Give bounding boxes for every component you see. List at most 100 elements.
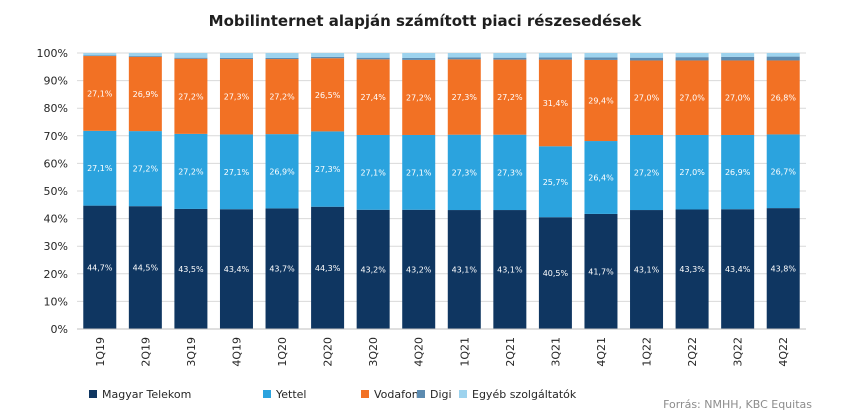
bar-segment (584, 57, 618, 60)
bar-segment (83, 205, 117, 329)
bar-segment (356, 134, 390, 210)
bar-segment (265, 59, 299, 135)
x-tick-label: 1Q19 (94, 337, 107, 367)
x-tick-label: 2Q19 (139, 337, 152, 367)
bar-segment (630, 134, 664, 211)
bar-segment (83, 56, 117, 131)
data-label: 43,3% (679, 265, 705, 274)
y-tick-label: 60% (44, 157, 68, 170)
x-tick-label: 2Q20 (322, 337, 335, 367)
bar-segment (402, 53, 436, 58)
data-label: 26,4% (588, 173, 614, 182)
bar-segment (447, 53, 481, 58)
x-axis-ticks: 1Q19 2Q19 3Q19 4Q19 1Q20 2Q20 3Q20 4Q20 1Q21 2Q21… (94, 337, 790, 367)
data-label: 26,9% (133, 90, 159, 99)
y-tick-label: 80% (44, 102, 68, 115)
bar-segment (311, 58, 345, 132)
bar-segment (675, 209, 709, 329)
bar-segment (219, 53, 253, 58)
x-tick-label: 4Q20 (413, 337, 426, 367)
data-label: 43,5% (178, 265, 204, 274)
bar-segment (584, 213, 618, 329)
data-label: 25,7% (543, 178, 569, 187)
data-label: 27,0% (725, 94, 751, 103)
data-label: 26,8% (771, 93, 797, 102)
data-label: 27,1% (406, 168, 432, 177)
legend-label: Magyar Telekom (102, 388, 191, 401)
data-label: 29,4% (588, 96, 614, 105)
bar-segment (83, 55, 117, 57)
bar-segment (128, 56, 162, 57)
legend-swatch (417, 390, 425, 398)
bar-segment (128, 131, 162, 207)
bar-segment (174, 57, 208, 59)
legend-swatch (361, 390, 369, 398)
bar-segment (356, 57, 390, 60)
x-tick-label: 3Q22 (732, 337, 745, 367)
bar-segment (83, 53, 117, 56)
bar-segment (128, 56, 162, 132)
data-labels: 44,7% 27,1% 27,1% 44,5% 27,2% 26,9% 43,5% 27,2%… (87, 89, 796, 278)
data-label: 27,4% (360, 93, 386, 102)
bar-segment (219, 134, 253, 210)
bar-segment (356, 59, 390, 135)
bar-segment (356, 209, 390, 329)
bar-segment (402, 134, 436, 210)
bar-segment (766, 134, 800, 209)
data-label: 31,4% (543, 99, 569, 108)
data-label: 43,8% (771, 265, 797, 274)
data-label: 44,5% (133, 264, 159, 273)
chart-title: Mobilinternet alapján számított piaci ré… (209, 12, 643, 30)
x-tick-label: 4Q21 (595, 337, 608, 367)
bar-segment (584, 53, 618, 58)
legend: Magyar Telekom Yettel Vodafone Digi Egyéb sz… (89, 388, 577, 401)
bar-segment (311, 56, 345, 59)
data-label: 26,5% (315, 91, 341, 100)
y-tick-label: 20% (44, 268, 68, 281)
bar-segment (721, 60, 755, 135)
data-label: 43,2% (360, 265, 386, 274)
y-tick-label: 90% (44, 75, 68, 88)
bar-segment (265, 53, 299, 58)
bar-segment (584, 59, 618, 142)
bar-segment (766, 53, 800, 57)
legend-label: Egyéb szolgáltatók (472, 388, 577, 401)
data-label: 43,1% (452, 266, 478, 275)
legend-swatch (459, 390, 467, 398)
bar-segment (721, 209, 755, 329)
bar-segment (447, 57, 481, 60)
y-tick-label: 40% (44, 213, 68, 226)
y-tick-label: 30% (44, 240, 68, 253)
bar-segment (675, 57, 709, 61)
bar-segment (128, 206, 162, 329)
data-label: 27,3% (452, 168, 478, 177)
bar-segment (83, 130, 117, 206)
x-tick-label: 3Q19 (185, 337, 198, 367)
bar-segment (766, 208, 800, 329)
bar-segment (311, 53, 345, 57)
x-tick-label: 1Q21 (458, 337, 471, 367)
bar-segment (630, 60, 664, 135)
bar-segment (493, 59, 527, 135)
bar-segment (584, 141, 618, 214)
bar-segment (766, 60, 800, 135)
y-tick-label: 100% (37, 47, 68, 60)
data-label: 43,7% (269, 265, 295, 274)
bar-segment (630, 53, 664, 58)
bar-segment (493, 57, 527, 60)
data-label: 27,2% (178, 92, 204, 101)
x-tick-label: 2Q22 (686, 337, 699, 367)
bar-segment (538, 57, 572, 60)
data-label: 44,7% (87, 263, 113, 272)
bar-segment (311, 131, 345, 207)
data-label: 27,2% (133, 165, 159, 174)
legend-swatch (263, 390, 271, 398)
legend-swatch (89, 390, 97, 398)
data-label: 27,2% (269, 93, 295, 102)
data-label: 43,4% (224, 265, 250, 274)
legend-label: Vodafone (374, 388, 426, 401)
bar-segment (675, 134, 709, 210)
data-label: 27,3% (224, 93, 250, 102)
data-label: 27,1% (360, 168, 386, 177)
